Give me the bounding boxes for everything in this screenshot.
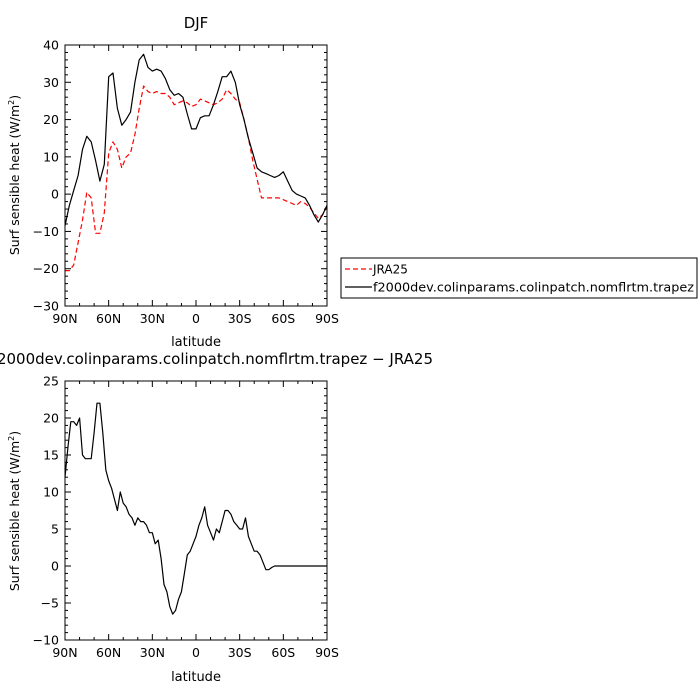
bottom-panel-y-tick-label: 15 [43, 448, 59, 463]
top-panel-y-tick-label: −10 [33, 224, 59, 239]
top-panel-series-line-1 [64, 53, 328, 226]
bottom-panel-x-tick-label: 60S [271, 645, 295, 660]
bottom-panel-ticks [64, 380, 328, 641]
bottom-panel: f2000dev.colinparams.colinpatch.nomflrtm… [0, 350, 433, 685]
bottom-panel-x-tick-label: 30S [228, 645, 252, 660]
top-panel-y-tick-label: 10 [43, 149, 59, 164]
top-panel-x-tick-label: 60N [96, 311, 121, 326]
top-panel-title: DJF [184, 14, 209, 32]
top-panel-x-tick-label: 30S [228, 311, 252, 326]
bottom-panel-y-axis-unit-end: ) [7, 431, 22, 436]
bottom-panel-y-tick-labels: −10 −5 0 5 10 15 20 25 [33, 374, 59, 648]
top-panel-x-axis-label: latitude [171, 335, 221, 350]
bottom-panel-y-axis-unit-sup: 2 [7, 436, 16, 441]
bottom-panel-y-tick-label: 10 [43, 485, 59, 500]
top-panel-plot-frame [64, 44, 328, 307]
top-panel-y-tick-labels: −30 −20 −10 0 10 20 30 40 [33, 38, 59, 314]
legend-box [340, 257, 698, 299]
bottom-panel-x-axis-label: latitude [171, 670, 221, 685]
bottom-panel-x-tick-label: 90N [52, 645, 77, 660]
bottom-panel-x-tick-label: 60N [96, 645, 121, 660]
bottom-panel-series [64, 402, 327, 615]
bottom-panel-x-tick-label: 90S [315, 645, 339, 660]
top-panel-y-axis-unit-end: ) [7, 95, 22, 100]
bottom-panel-series-line-0 [64, 402, 327, 615]
top-panel-x-tick-label: 90S [315, 311, 339, 326]
top-panel-x-tick-labels: 90N 60N 30N 0 30S 60S 90S [52, 311, 339, 326]
top-panel-y-tick-label: 0 [51, 187, 59, 202]
top-panel-y-tick-label: 30 [43, 75, 59, 90]
bottom-panel-y-axis-unit: (W/m [7, 441, 22, 475]
top-panel-y-tick-label: −30 [33, 299, 59, 314]
top-panel-y-axis-label: Surf sensible heat (W/m2) [7, 95, 22, 255]
bottom-panel-title: f2000dev.colinparams.colinpatch.nomflrtm… [0, 350, 433, 368]
bottom-panel-y-tick-label: −5 [41, 596, 59, 611]
bottom-panel-x-tick-label: 30N [140, 645, 165, 660]
top-panel-series [64, 53, 328, 272]
top-panel-series-line-0 [65, 85, 328, 272]
bottom-panel-y-tick-label: 20 [43, 411, 59, 426]
top-panel-y-tick-label: 20 [43, 112, 59, 127]
top-panel-y-tick-label: −20 [33, 261, 59, 276]
top-panel-y-tick-label: 40 [43, 38, 59, 53]
bottom-panel-y-axis-label-name: Surf sensible heat [7, 478, 22, 591]
top-panel-x-tick-label: 90N [52, 311, 77, 326]
top-panel-x-tick-label: 0 [192, 311, 200, 326]
bottom-panel-y-tick-label: 5 [51, 522, 59, 537]
bottom-panel-x-tick-label: 0 [192, 645, 200, 660]
bottom-panel-plot-frame [64, 380, 328, 641]
legend-label-model: f2000dev.colinparams.colinpatch.nomflrtm… [373, 281, 694, 295]
bottom-panel-y-tick-label: 0 [51, 559, 59, 574]
top-panel-x-tick-label: 60S [271, 311, 295, 326]
bottom-panel-y-tick-label: −10 [33, 633, 59, 648]
top-panel: DJF 90N 60N 30N 0 30S 60S 90S −30 −20 −10 0 10 20 30… [7, 14, 339, 350]
top-panel-y-axis-unit-sup: 2 [7, 100, 16, 105]
top-panel-y-axis-label-name: Surf sensible heat [7, 142, 22, 255]
bottom-panel-x-tick-labels: 90N 60N 30N 0 30S 60S 90S [52, 645, 339, 660]
bottom-panel-y-axis-label: Surf sensible heat (W/m2) [7, 431, 22, 591]
legend: JRA25 f2000dev.colinparams.colinpatch.no… [340, 257, 698, 299]
top-panel-y-axis-unit: (W/m [7, 105, 22, 139]
bottom-panel-y-tick-label: 25 [43, 374, 59, 389]
legend-label-jra25: JRA25 [372, 263, 408, 277]
top-panel-x-tick-label: 30N [140, 311, 165, 326]
top-panel-ticks [64, 44, 328, 307]
